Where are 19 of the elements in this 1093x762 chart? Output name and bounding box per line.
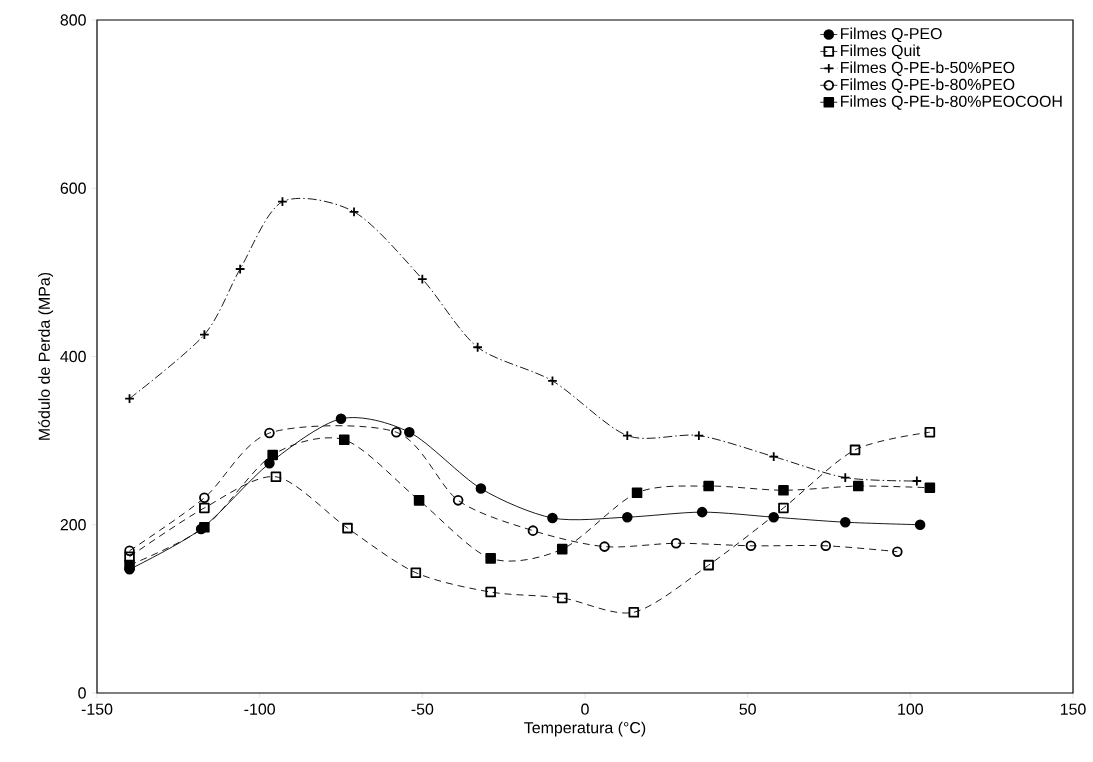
x-tick-label: 100: [898, 703, 924, 715]
y-tick-label: 600: [60, 182, 86, 194]
y-tick-label: 200: [60, 519, 86, 531]
x-tick-label: 150: [1060, 703, 1086, 715]
x-tick-label: -100: [244, 703, 275, 715]
y-tick-label: 0: [78, 687, 86, 699]
legend-label: Filmes Q-PE-b-80%PEOCOOH: [841, 95, 1062, 110]
x-tick-label: 50: [739, 703, 756, 715]
y-tick-label: 800: [60, 14, 86, 26]
legend-label: Filmes Q-PE-b-50%PEO: [841, 61, 1015, 76]
y-axis-title: Módulo de Perda (MPa): [38, 272, 54, 440]
x-axis-title: Temperatura (°C): [524, 721, 646, 737]
x-tick-label: -150: [81, 703, 113, 715]
x-tick-label: -50: [411, 703, 434, 715]
legend-label: Filmes Q-PEO: [841, 27, 942, 43]
legend-label: Filmes Q-PE-b-80%PEO: [841, 78, 1015, 93]
legend-label: Filmes Quit: [841, 44, 921, 60]
x-tick-label: 0: [581, 703, 589, 715]
y-tick-label: 400: [60, 350, 86, 363]
